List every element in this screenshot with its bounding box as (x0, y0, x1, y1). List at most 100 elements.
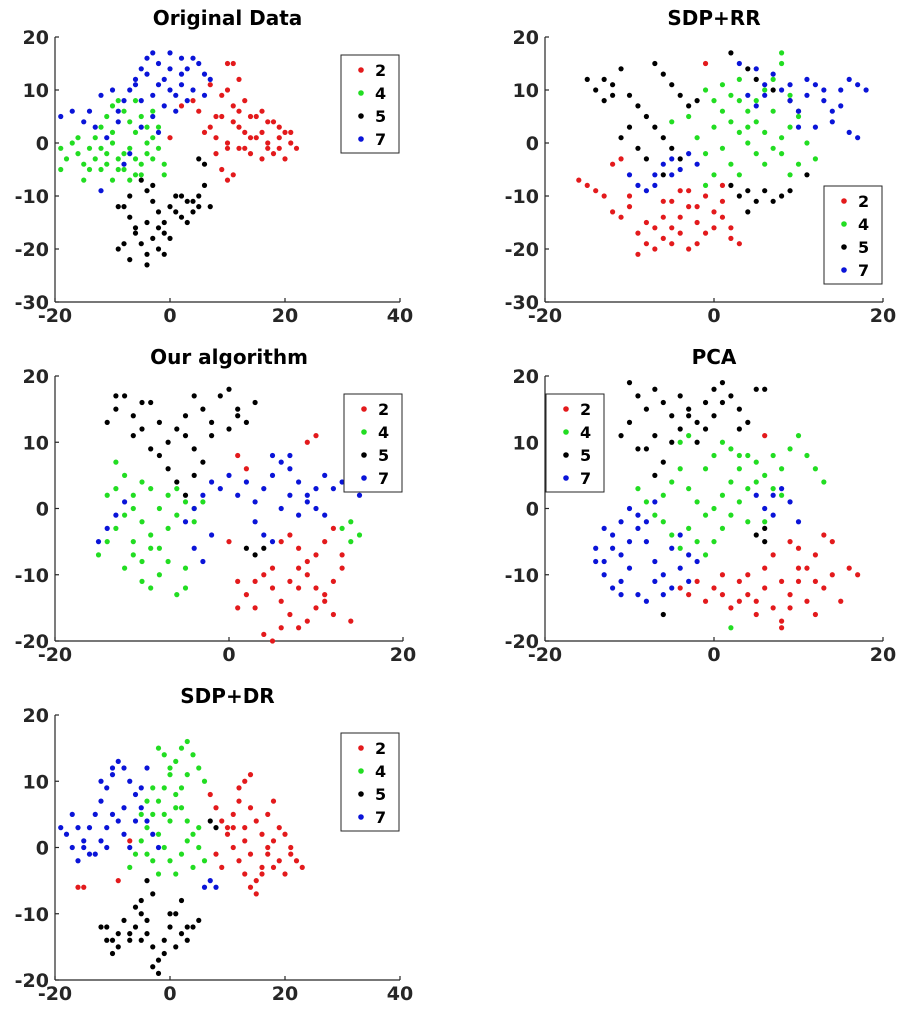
data-point-7 (92, 124, 98, 130)
data-point-4 (132, 172, 139, 178)
data-point-5 (121, 241, 127, 247)
legend: 2 4 5 7 (545, 393, 605, 493)
data-point-2 (288, 844, 294, 851)
data-point-4 (121, 108, 127, 114)
x-tick-label: -20 (38, 983, 72, 1005)
data-point-4 (150, 156, 156, 162)
data-point-4 (58, 166, 64, 173)
data-point-5 (643, 446, 650, 452)
data-point-4 (702, 87, 709, 93)
data-point-2 (259, 156, 265, 162)
data-point-7 (121, 805, 127, 811)
x-tick-label: 20 (272, 305, 298, 327)
data-point-4 (821, 479, 827, 485)
data-point-5 (694, 439, 700, 445)
data-point-2 (265, 145, 271, 151)
data-point-4 (702, 466, 709, 472)
data-point-7 (252, 519, 258, 525)
data-point-2 (669, 198, 675, 204)
data-point-7 (115, 818, 121, 824)
data-point-4 (736, 499, 742, 505)
data-point-7 (753, 492, 759, 498)
data-point-4 (804, 452, 810, 459)
data-point-4 (104, 161, 110, 167)
data-point-7 (753, 103, 759, 109)
data-point-2 (779, 625, 785, 631)
data-point-2 (270, 864, 277, 870)
data-point-5 (669, 145, 675, 151)
data-point-5 (745, 66, 751, 72)
data-point-5 (209, 433, 215, 439)
data-point-5 (191, 446, 197, 452)
data-point-5 (201, 182, 208, 188)
data-point-7 (167, 87, 173, 93)
data-point-2 (753, 611, 759, 618)
data-point-4 (75, 135, 81, 141)
data-point-7 (201, 71, 208, 77)
data-point-4 (736, 129, 742, 135)
data-point-7 (155, 129, 162, 135)
y-tick-label: 20 (23, 705, 49, 727)
data-point-7 (86, 851, 93, 857)
data-point-5 (677, 156, 683, 162)
data-point-5 (686, 103, 692, 109)
data-point-2 (838, 598, 844, 604)
data-point-7 (190, 55, 196, 61)
data-point-4 (109, 129, 116, 135)
data-point-4 (178, 785, 185, 791)
data-point-7 (184, 98, 190, 104)
data-point-7 (167, 50, 173, 56)
data-point-2 (702, 60, 709, 67)
data-point-5 (127, 937, 133, 943)
data-point-2 (829, 539, 835, 545)
data-point-2 (253, 891, 259, 897)
data-point-7 (63, 831, 70, 837)
data-point-2 (296, 625, 302, 631)
data-point-7 (182, 519, 189, 525)
data-point-5 (652, 386, 658, 392)
data-point-2 (795, 565, 802, 571)
data-point-2 (330, 525, 336, 531)
y-tick-label: -20 (15, 239, 49, 261)
data-point-7 (98, 778, 104, 784)
data-point-5 (104, 924, 110, 930)
data-point-5 (130, 413, 136, 419)
data-point-4 (711, 505, 717, 512)
data-point-2 (247, 851, 254, 857)
data-point-7 (104, 785, 110, 791)
data-point-5 (184, 937, 190, 943)
data-point-4 (122, 512, 128, 518)
data-point-4 (98, 145, 104, 151)
data-point-5 (161, 251, 167, 257)
data-point-5 (178, 897, 185, 904)
data-point-2 (219, 92, 225, 98)
data-point-4 (161, 752, 167, 758)
data-point-2 (261, 631, 267, 637)
data-point-2 (287, 532, 293, 538)
data-point-4 (165, 558, 171, 565)
data-point-2 (219, 864, 225, 870)
chart-3: Our algorithm -20 0 20 20 10 0 -10 -20 2 4 5 7 (15, 345, 417, 666)
data-point-7 (795, 124, 802, 130)
data-point-5 (155, 970, 162, 976)
data-point-2 (694, 219, 700, 226)
data-point-4 (144, 825, 150, 831)
data-point-5 (235, 406, 241, 412)
data-point-4 (130, 505, 136, 512)
data-point-5 (652, 433, 658, 439)
data-point-5 (660, 172, 666, 178)
data-point-5 (626, 124, 633, 130)
y-tick-label: -20 (15, 631, 49, 653)
y-tick-label: -30 (505, 292, 539, 314)
legend-label-2: 2 (375, 739, 386, 758)
data-point-2 (242, 129, 248, 135)
data-point-7 (635, 182, 641, 188)
data-point-4 (779, 466, 785, 472)
data-point-4 (139, 479, 145, 485)
data-point-5 (601, 98, 607, 104)
data-point-4 (139, 578, 145, 584)
data-point-4 (728, 512, 734, 518)
data-point-7 (132, 82, 139, 88)
data-point-2 (282, 831, 288, 837)
